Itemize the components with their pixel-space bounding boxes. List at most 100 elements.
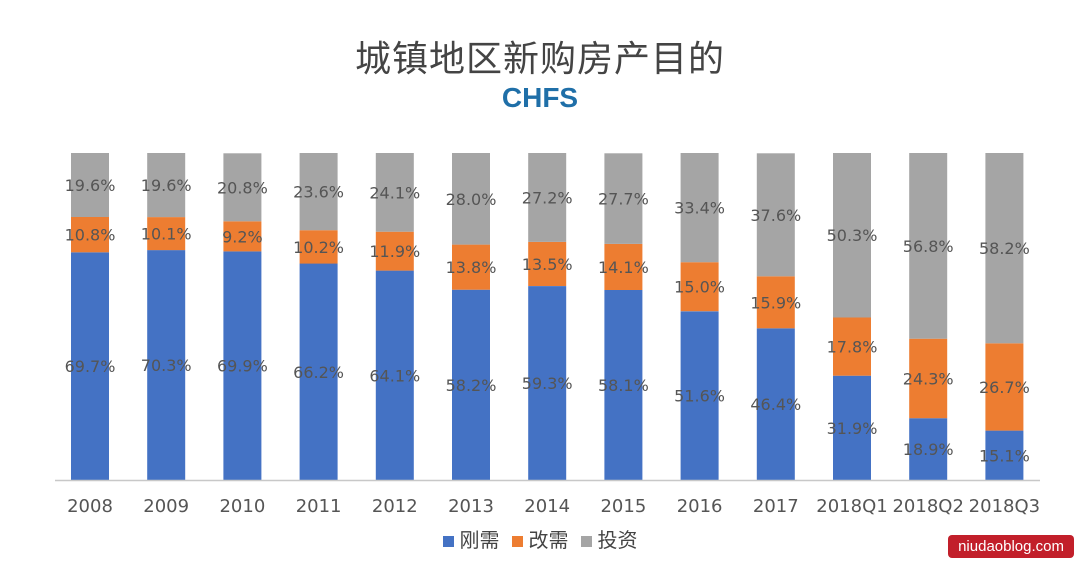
bar-segment xyxy=(680,262,719,312)
legend-label: 刚需 xyxy=(459,528,500,552)
x-tick-label: 2008 xyxy=(67,496,113,517)
x-tick-label: 2016 xyxy=(677,496,723,517)
x-tick-label: 2012 xyxy=(372,496,418,517)
legend: 刚需 改需 投资 xyxy=(0,524,1080,553)
bar-segment xyxy=(528,286,567,480)
data-label: 20.8% xyxy=(217,178,268,197)
data-label: 24.3% xyxy=(903,370,954,389)
chart-subtitle: CHFS xyxy=(501,82,579,113)
x-tick-label: 2009 xyxy=(143,496,189,517)
bar-segment xyxy=(223,153,262,222)
data-label: 10.8% xyxy=(65,226,116,245)
bar-segment xyxy=(375,270,414,480)
bar-segment xyxy=(985,153,1024,344)
legend-swatch xyxy=(511,536,523,547)
legend-label: 投资 xyxy=(597,528,638,552)
data-label: 24.1% xyxy=(369,183,420,202)
legend-item: 刚需 xyxy=(442,524,500,553)
data-label: 69.7% xyxy=(65,357,116,376)
bar-segment xyxy=(833,317,871,376)
bar-segment xyxy=(223,251,262,480)
bar-segment xyxy=(909,338,948,419)
bars-group: 69.7% 10.8% 19.6% 70.3% 10.1% 19.6% 69.9% 9.2% 2… xyxy=(65,153,1030,480)
data-label: 58.2% xyxy=(979,239,1030,258)
bar-segment xyxy=(299,153,338,231)
data-label: 9.2% xyxy=(222,227,263,246)
data-label: 26.7% xyxy=(979,378,1030,397)
bar-segment xyxy=(604,243,643,290)
data-label: 10.1% xyxy=(141,225,192,244)
data-label: 56.8% xyxy=(903,237,954,256)
bar-segment xyxy=(223,221,262,252)
bar-segment xyxy=(833,375,871,480)
x-tick-label: 2018Q2 xyxy=(892,496,963,517)
bar-segment xyxy=(680,153,719,263)
bar-segment xyxy=(452,244,490,290)
data-label: 31.9% xyxy=(827,419,878,438)
bar-segment xyxy=(833,153,871,318)
data-label: 18.9% xyxy=(903,440,954,459)
bar-segment xyxy=(71,252,109,480)
data-label: 27.7% xyxy=(598,190,649,209)
data-label: 15.0% xyxy=(674,278,725,297)
data-label: 14.1% xyxy=(598,258,649,277)
x-tick-label: 2014 xyxy=(524,496,570,517)
data-label: 13.5% xyxy=(522,255,573,274)
x-tick-labels: 2008 2009 2010 2011 2012 2013 2014 2015 2016 2017… xyxy=(67,496,1040,517)
bar-segment xyxy=(604,290,643,480)
bar-segment xyxy=(71,153,109,217)
x-tick-label: 2010 xyxy=(219,496,265,517)
bar-segment xyxy=(299,230,338,264)
bar-segment xyxy=(375,153,414,232)
data-label: 66.2% xyxy=(293,363,344,382)
data-label: 27.2% xyxy=(522,189,573,208)
watermark: niudaoblog.com xyxy=(948,535,1074,558)
x-tick-label: 2013 xyxy=(448,496,494,517)
data-label: 15.9% xyxy=(750,293,801,312)
data-label: 19.6% xyxy=(65,176,116,195)
bar-segment xyxy=(528,153,567,242)
legend-item: 投资 xyxy=(580,524,638,553)
x-tick-label: 2018Q3 xyxy=(969,496,1040,517)
bar-segment xyxy=(756,276,795,329)
bar-segment xyxy=(985,430,1024,480)
legend-swatch xyxy=(580,536,592,547)
bar-segment xyxy=(528,241,567,286)
data-label: 33.4% xyxy=(674,199,725,218)
data-label: 28.0% xyxy=(446,190,497,209)
data-label: 58.2% xyxy=(446,376,497,395)
data-label: 11.9% xyxy=(369,242,420,261)
data-label: 15.1% xyxy=(979,446,1030,465)
bar-segment xyxy=(299,263,338,480)
data-label: 13.8% xyxy=(446,258,497,277)
data-label: 51.6% xyxy=(674,387,725,406)
data-label: 10.2% xyxy=(293,238,344,257)
x-tick-label: 2015 xyxy=(600,496,646,517)
bar-segment xyxy=(147,250,186,480)
chart-title: 城镇地区新购房产目的 xyxy=(354,39,725,80)
bar-segment xyxy=(756,328,795,480)
data-label: 19.6% xyxy=(141,176,192,195)
data-label: 70.3% xyxy=(141,356,192,375)
x-tick-label: 2018Q1 xyxy=(816,496,887,517)
bar-segment xyxy=(147,217,186,251)
data-label: 50.3% xyxy=(827,226,878,245)
legend-swatch xyxy=(442,536,454,547)
bar-segment xyxy=(71,217,109,253)
data-label: 46.4% xyxy=(750,395,801,414)
bar-segment xyxy=(604,153,643,244)
bar-segment xyxy=(147,153,186,218)
data-label: 23.6% xyxy=(293,183,344,202)
x-tick-label: 2017 xyxy=(753,496,799,517)
legend-item: 改需 xyxy=(511,524,569,553)
bar-segment xyxy=(452,289,490,480)
bar-segment xyxy=(452,153,490,245)
data-label: 64.1% xyxy=(369,366,420,385)
x-tick-label: 2011 xyxy=(296,496,342,517)
data-label: 37.6% xyxy=(750,206,801,225)
bar-segment xyxy=(909,153,948,339)
legend-label: 改需 xyxy=(528,528,569,552)
data-label: 58.1% xyxy=(598,376,649,395)
bar-segment xyxy=(909,418,948,480)
